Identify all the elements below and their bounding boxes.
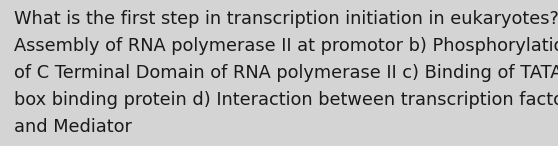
Text: box binding protein d) Interaction between transcription factors: box binding protein d) Interaction betwe… [14,91,558,109]
Text: What is the first step in transcription initiation in eukaryotes? a): What is the first step in transcription … [14,10,558,28]
Text: of C Terminal Domain of RNA polymerase II c) Binding of TATA: of C Terminal Domain of RNA polymerase I… [14,64,558,82]
Text: and Mediator: and Mediator [14,118,132,136]
Text: Assembly of RNA polymerase II at promotor b) Phosphorylation: Assembly of RNA polymerase II at promoto… [14,37,558,55]
